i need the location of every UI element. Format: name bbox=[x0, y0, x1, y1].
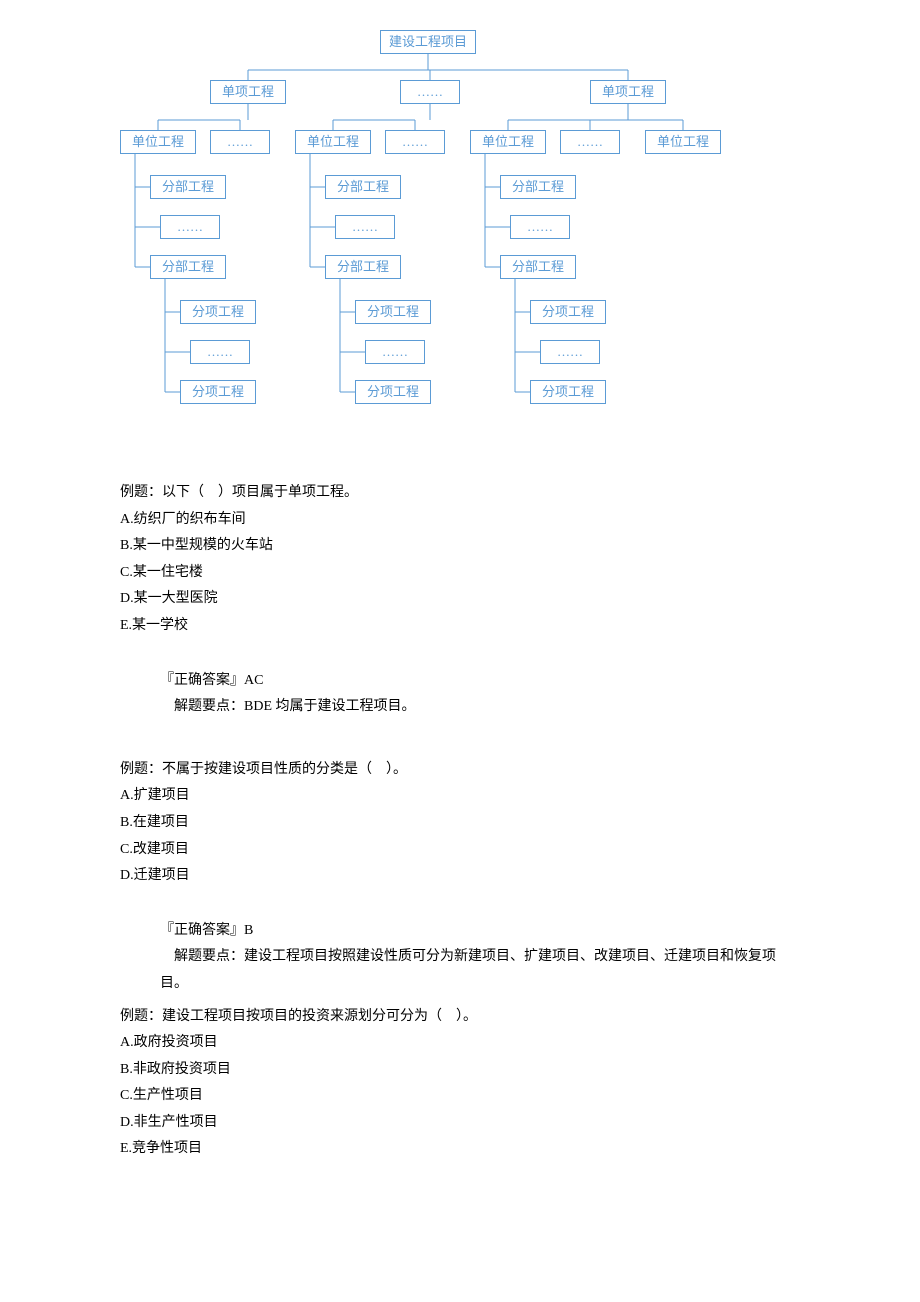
diagram-node: …… bbox=[560, 130, 620, 154]
diagram-node: 建设工程项目 bbox=[380, 30, 476, 54]
diagram-node: 单位工程 bbox=[470, 130, 546, 154]
question-3: 例题：建设工程项目按项目的投资来源划分可分为（ ）。 A.政府投资项目 B.非政… bbox=[120, 1004, 800, 1164]
diagram-node: 分部工程 bbox=[150, 255, 226, 279]
diagram-node: 分部工程 bbox=[325, 175, 401, 199]
diagram-node: …… bbox=[510, 215, 570, 239]
diagram-node: 分项工程 bbox=[180, 300, 256, 324]
page: 建设工程项目单项工程 …… 单项工程单位工程 …… 单位工程 …… 单位工程 …… 单位工程分部… bbox=[0, 0, 920, 1213]
option-d: D.非生产性项目 bbox=[120, 1110, 800, 1137]
option-a: A.扩建项目 bbox=[120, 783, 800, 810]
question-stem: 例题：建设工程项目按项目的投资来源划分可分为（ ）。 bbox=[120, 1004, 800, 1031]
question-2: 例题：不属于按建设项目性质的分类是（ ）。 A.扩建项目 B.在建项目 C.改建… bbox=[120, 757, 800, 890]
diagram-node: 分部工程 bbox=[150, 175, 226, 199]
question-stem: 例题：以下（ ）项目属于单项工程。 bbox=[120, 480, 800, 507]
diagram-node: 分项工程 bbox=[530, 300, 606, 324]
diagram-node: …… bbox=[400, 80, 460, 104]
diagram-node: 分项工程 bbox=[180, 380, 256, 404]
diagram-node: …… bbox=[540, 340, 600, 364]
answer-1: 『正确答案』AC 解题要点：BDE 均属于建设工程项目。 bbox=[160, 668, 800, 721]
option-d: D.某一大型医院 bbox=[120, 586, 800, 613]
question-1: 例题：以下（ ）项目属于单项工程。 A.纺织厂的织布车间 B.某一中型规模的火车… bbox=[120, 480, 800, 640]
diagram-node: 分项工程 bbox=[355, 300, 431, 324]
answer-explain: 解题要点：BDE 均属于建设工程项目。 bbox=[160, 694, 800, 721]
diagram-node: 单项工程 bbox=[590, 80, 666, 104]
answer-2: 『正确答案』B 解题要点：建设工程项目按照建设性质可分为新建项目、扩建项目、改建… bbox=[160, 918, 800, 998]
option-c: C.改建项目 bbox=[120, 837, 800, 864]
diagram-node: 单项工程 bbox=[210, 80, 286, 104]
diagram-node: 单位工程 bbox=[120, 130, 196, 154]
diagram-node: 分部工程 bbox=[500, 255, 576, 279]
answer-label: 『正确答案』B bbox=[160, 918, 800, 945]
diagram-node: 单位工程 bbox=[295, 130, 371, 154]
diagram-node: 单位工程 bbox=[645, 130, 721, 154]
option-c: C.生产性项目 bbox=[120, 1083, 800, 1110]
diagram-node: 分部工程 bbox=[500, 175, 576, 199]
diagram-node: …… bbox=[385, 130, 445, 154]
diagram-node: 分项工程 bbox=[530, 380, 606, 404]
option-b: B.非政府投资项目 bbox=[120, 1057, 800, 1084]
option-d: D.迁建项目 bbox=[120, 863, 800, 890]
project-hierarchy-diagram: 建设工程项目单项工程 …… 单项工程单位工程 …… 单位工程 …… 单位工程 …… 单位工程分部… bbox=[120, 30, 800, 420]
option-a: A.政府投资项目 bbox=[120, 1030, 800, 1057]
diagram-node: 分项工程 bbox=[355, 380, 431, 404]
answer-label: 『正确答案』AC bbox=[160, 668, 800, 695]
diagram-node: …… bbox=[210, 130, 270, 154]
option-e: E.竞争性项目 bbox=[120, 1136, 800, 1163]
option-e: E.某一学校 bbox=[120, 613, 800, 640]
option-a: A.纺织厂的织布车间 bbox=[120, 507, 800, 534]
option-b: B.某一中型规模的火车站 bbox=[120, 533, 800, 560]
diagram-node: …… bbox=[365, 340, 425, 364]
diagram-node: …… bbox=[160, 215, 220, 239]
answer-explain: 解题要点：建设工程项目按照建设性质可分为新建项目、扩建项目、改建项目、迁建项目和… bbox=[160, 944, 800, 997]
diagram-node: 分部工程 bbox=[325, 255, 401, 279]
option-b: B.在建项目 bbox=[120, 810, 800, 837]
diagram-node: …… bbox=[335, 215, 395, 239]
option-c: C.某一住宅楼 bbox=[120, 560, 800, 587]
question-stem: 例题：不属于按建设项目性质的分类是（ ）。 bbox=[120, 757, 800, 784]
diagram-node: …… bbox=[190, 340, 250, 364]
